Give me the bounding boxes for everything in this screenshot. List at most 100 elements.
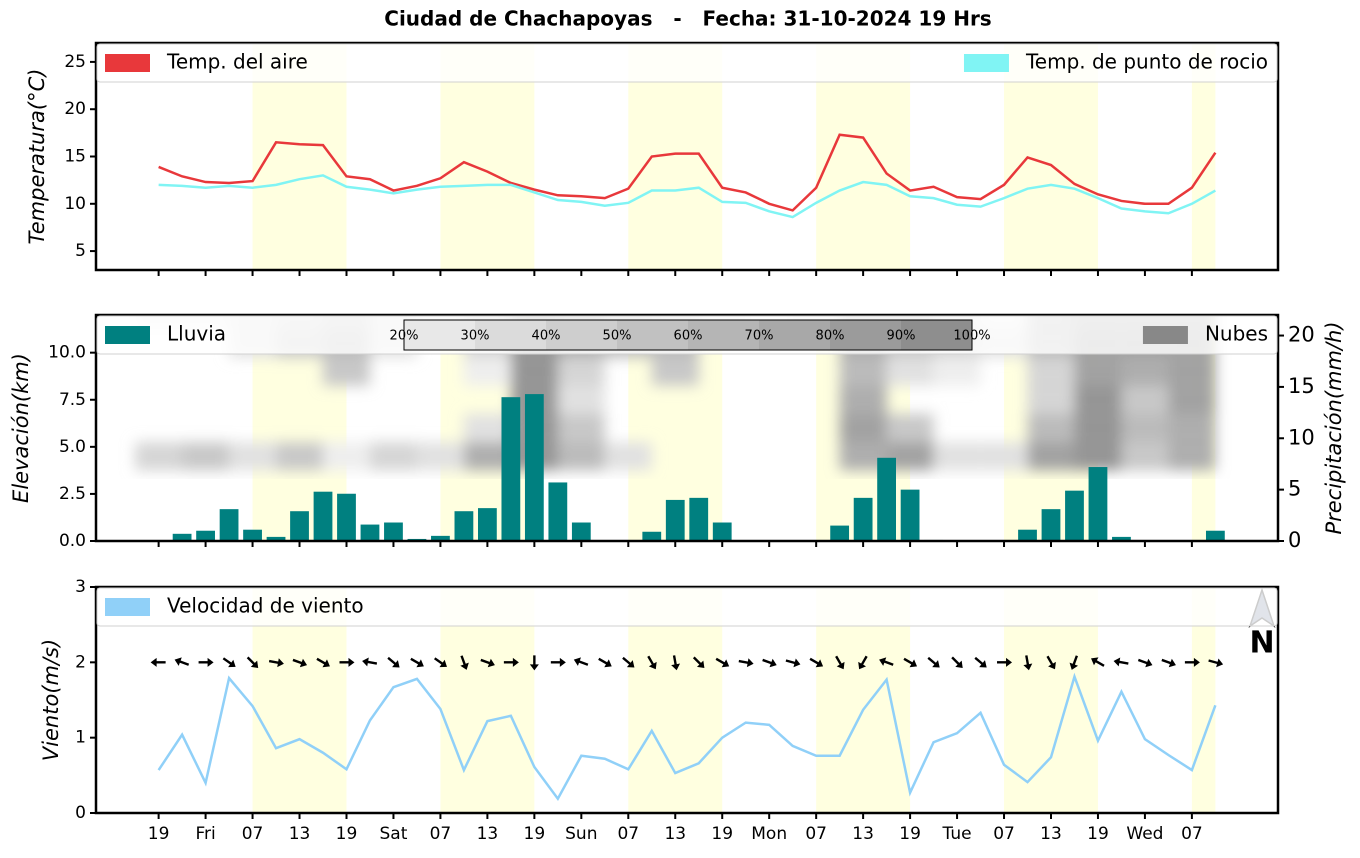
colorbar-label: 60% (674, 329, 703, 344)
cloud-cell (417, 357, 464, 385)
cloud-cell (651, 357, 699, 386)
y-tick-label: 7.5 (59, 390, 86, 410)
wind-arrow (1208, 658, 1224, 668)
x-tick-label: 13 (477, 824, 499, 844)
y-tick-label: 2 (75, 652, 86, 672)
cloud-cell (370, 386, 417, 414)
rain-bar (1065, 490, 1084, 541)
colorbar-label: 20% (390, 329, 419, 344)
colorbar-frame (403, 319, 973, 351)
cloud-cell (323, 357, 370, 386)
north-label: N (1249, 626, 1274, 661)
colorbar-label: 30% (461, 329, 490, 344)
cloud-cell (135, 386, 182, 414)
legend-label: Nubes (1205, 322, 1268, 346)
cloud-cell (323, 386, 370, 414)
x-tick-label: 07 (617, 824, 639, 844)
x-tick-label: Sun (565, 824, 597, 844)
wind-arrow (762, 658, 777, 668)
y-tick-label: 0.0 (59, 531, 86, 551)
cloud-cell (839, 413, 887, 443)
legend-swatch (963, 54, 1009, 72)
y-tick-label: 20 (64, 99, 86, 119)
cloud-cell (699, 414, 746, 442)
cloud-cell (1074, 442, 1122, 471)
rain-bar (243, 529, 262, 541)
rain-bar (830, 525, 850, 541)
x-tick-label: Sat (380, 824, 408, 844)
cloud-cell (323, 414, 370, 442)
cloud-cell (229, 357, 276, 385)
wind-arrow (809, 657, 824, 668)
rain-bar (196, 530, 215, 541)
cloud-cell (934, 414, 981, 442)
cloud-cell (417, 386, 464, 414)
cloud-cell (839, 357, 887, 386)
rain-bar (384, 522, 403, 541)
cloud-cell (557, 385, 605, 414)
rain-bar (172, 533, 192, 541)
cloud-cell (369, 442, 417, 471)
rain-bar (571, 522, 591, 541)
y2-tick-label: 15 (1288, 374, 1315, 398)
y2-tick-label: 5 (1288, 477, 1301, 501)
y2-tick-label: 20 (1288, 323, 1315, 347)
cloud-cell (652, 442, 699, 470)
wind-arrow (1113, 657, 1129, 667)
wind-arrow (738, 658, 754, 668)
cloud-cell (1074, 357, 1122, 386)
series-line (157, 672, 1217, 801)
colorbar-label: 80% (816, 329, 845, 344)
colorbar-segment (901, 320, 972, 350)
rain-bar (689, 497, 709, 541)
legend-label: Velocidad de viento (167, 594, 364, 618)
colorbar-segment (546, 320, 617, 350)
x-tick-label: 19 (899, 824, 921, 844)
legend-box (96, 587, 1278, 627)
cloud-cell (699, 442, 746, 470)
wind-arrow (460, 655, 469, 670)
cloud-cell (1027, 385, 1075, 414)
y-tick-label: 2.5 (59, 484, 86, 504)
cloud-cell (934, 386, 981, 414)
colorbar-segment (830, 320, 901, 350)
wind-arrow (316, 657, 330, 668)
y-axis-label: Elevación(km) (9, 353, 33, 503)
cloud-cell (793, 357, 840, 385)
cloud-cell (652, 386, 699, 414)
cloud-cell (1074, 385, 1122, 414)
cloud-cell (463, 357, 511, 386)
legend-label: Temp. del aire (166, 50, 308, 74)
wind-arrow (903, 657, 918, 668)
cloud-cell (370, 357, 417, 385)
rain-bar (1088, 467, 1108, 541)
x-tick-label: Mon (751, 824, 787, 844)
colorbar-segment (617, 320, 688, 350)
legend-swatch (105, 326, 150, 344)
cloud-cell (276, 414, 323, 442)
y-tick-label: 5 (75, 241, 86, 261)
wind-arrow (974, 656, 987, 668)
cloud-cell (323, 442, 370, 471)
cloud-cell (746, 414, 793, 442)
cloud-cell (980, 442, 1028, 471)
x-tick-label: 19 (336, 824, 358, 844)
wind-arrow (1137, 658, 1153, 668)
cloud-cell (182, 386, 229, 414)
cloud-cell (182, 357, 229, 385)
legend-box (96, 43, 1278, 83)
cloud-cell (981, 414, 1028, 442)
y-tick-label: 10.0 (48, 343, 86, 363)
cloud-cell (416, 442, 464, 471)
y-tick-label: 1 (75, 728, 86, 748)
cloud-cell (276, 357, 323, 385)
x-tick-label: 13 (664, 824, 686, 844)
series-line (158, 174, 1216, 219)
rain-bar (1041, 509, 1061, 541)
cloud-cell (887, 386, 934, 414)
x-tick-label: 07 (1181, 824, 1203, 844)
cloud-cell (229, 386, 276, 414)
cloud-cell (839, 385, 887, 414)
cloud-cell (229, 442, 277, 471)
rain-bar (642, 531, 662, 541)
